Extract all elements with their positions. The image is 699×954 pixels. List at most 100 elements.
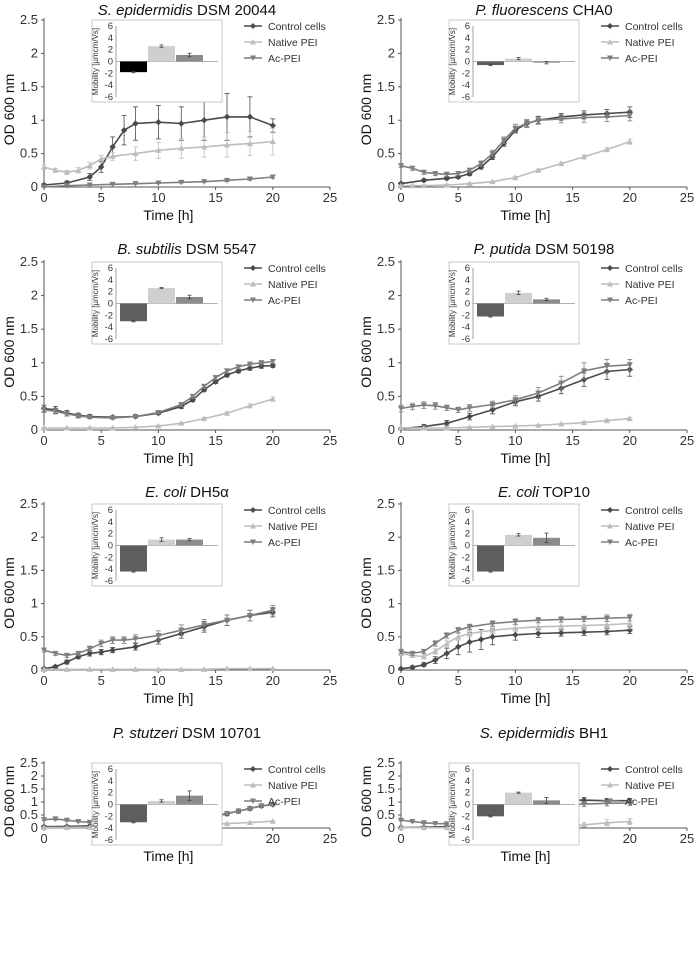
y-tick-label: 1.5 [20, 781, 38, 796]
data-point [626, 138, 633, 145]
data-point [132, 666, 139, 672]
legend-marker [250, 281, 256, 287]
y-tick-label: 2 [388, 288, 395, 303]
data-point [269, 395, 276, 402]
data-point [420, 661, 428, 668]
y-tick-label: 2 [31, 288, 38, 303]
data-point [178, 120, 185, 127]
inset-y-tick-label: 2 [108, 287, 113, 298]
x-tick-label: 0 [40, 433, 47, 448]
data-point [455, 407, 462, 414]
data-point [224, 617, 231, 624]
y-tick-label: 0.5 [20, 146, 38, 161]
data-point [246, 402, 253, 409]
data-point [132, 424, 139, 430]
data-point [224, 820, 231, 827]
x-tick-label: 5 [98, 190, 105, 205]
legend-label: Ac-PEI [268, 796, 301, 808]
data-point [478, 161, 485, 167]
inset-y-tick-label: 4 [108, 776, 113, 787]
chart-title: S. epidermidis DSM 20044 [98, 2, 276, 19]
data-point [626, 626, 633, 634]
data-point [121, 637, 128, 644]
data-point [41, 647, 47, 654]
data-point [626, 800, 633, 807]
inset-y-tick-label: -4 [105, 564, 113, 575]
chart-panel: S. epidermidis BH100.511.522.50510152025… [358, 725, 694, 864]
data-point [603, 800, 610, 807]
data-point [466, 413, 473, 420]
data-point [178, 145, 185, 151]
inset-y-tick-label: 2 [465, 287, 470, 298]
inset-y-tick-label: -2 [105, 310, 113, 321]
data-point [420, 402, 427, 409]
data-point [246, 113, 254, 121]
inset-y-tick-label: 2 [108, 529, 113, 540]
data-point [558, 617, 565, 623]
x-tick-label: 25 [680, 433, 694, 448]
y-tick-label: 1.5 [377, 781, 395, 796]
inset-y-tick-label: -4 [105, 322, 113, 333]
data-point [155, 666, 162, 672]
data-point [581, 153, 588, 160]
inset-y-tick-label: 6 [465, 21, 470, 32]
x-tick-label: 15 [565, 190, 579, 205]
data-point [581, 801, 588, 808]
data-point [603, 621, 610, 628]
data-point [500, 137, 507, 144]
data-point [246, 819, 253, 826]
inset-y-tick-label: 0 [108, 800, 113, 811]
inset-y-tick-label: -2 [462, 68, 470, 79]
data-point [466, 180, 473, 187]
chart-title-strain: DSM 10701 [178, 725, 261, 742]
y-tick-label: 2 [31, 529, 38, 544]
chart-title-species: B. subtilis [117, 241, 182, 258]
data-point [132, 643, 139, 650]
data-point [398, 824, 404, 831]
legend-label: Ac-PEI [625, 537, 658, 549]
data-point [132, 414, 139, 420]
data-point [558, 116, 565, 123]
inset-y-tick-label: 0 [465, 57, 470, 68]
data-point [581, 419, 588, 426]
y-tick-label: 1.5 [20, 562, 38, 577]
data-point [63, 817, 70, 824]
x-tick-label: 0 [397, 433, 404, 448]
x-tick-label: 10 [508, 673, 522, 688]
inset-y-tick-label: 6 [465, 505, 470, 516]
inset-y-tick-label: -6 [462, 334, 470, 345]
inset-bar [148, 288, 175, 304]
legend-label: Control cells [268, 505, 326, 517]
data-point [558, 160, 565, 167]
y-tick-label: 2.5 [377, 12, 395, 27]
x-axis-label: Time [h] [143, 207, 193, 223]
x-tick-label: 20 [623, 433, 637, 448]
x-tick-label: 0 [40, 831, 47, 846]
legend-marker [250, 766, 256, 772]
inset-bar [505, 534, 532, 546]
inset-y-tick-label: 6 [465, 764, 470, 775]
x-tick-label: 20 [266, 190, 280, 205]
data-point [212, 378, 219, 385]
data-point [432, 821, 439, 827]
inset-y-label: Mobility [µmcm/Vs] [448, 28, 457, 95]
inset-y-label: Mobility [µmcm/Vs] [91, 28, 100, 95]
data-point [63, 652, 70, 659]
x-tick-label: 0 [397, 831, 404, 846]
data-point [443, 821, 450, 828]
inset-y-label: Mobility [µmcm/Vs] [448, 512, 457, 579]
chart-title-strain: DSM 50198 [531, 241, 614, 258]
data-point [41, 184, 47, 191]
data-point [432, 171, 439, 177]
data-point [63, 183, 70, 189]
data-point [409, 165, 416, 172]
inset-y-tick-label: 4 [108, 33, 113, 44]
inset-y-tick-label: 2 [465, 45, 470, 56]
data-point [455, 171, 462, 177]
inset-y-tick-label: 0 [108, 299, 113, 310]
